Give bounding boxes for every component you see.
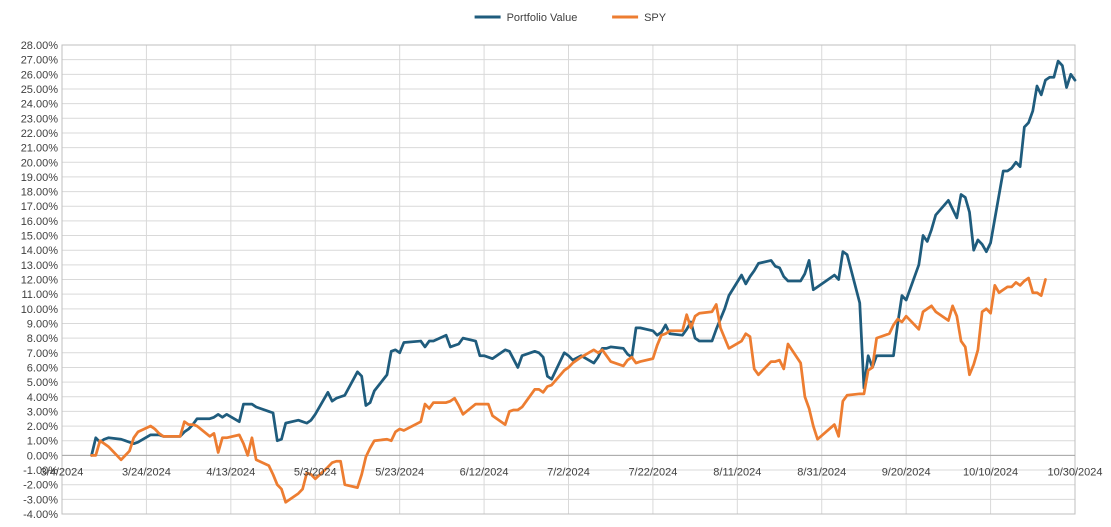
x-tick-label: 10/30/2024	[1047, 466, 1102, 478]
y-tick-label: 12.00%	[21, 275, 59, 287]
legend-item: SPY	[612, 12, 667, 24]
y-tick-label: 2.00%	[27, 421, 58, 433]
y-tick-label: 18.00%	[21, 187, 59, 199]
y-tick-label: 21.00%	[21, 143, 59, 155]
y-tick-label: 5.00%	[27, 377, 58, 389]
y-tick-label: -3.00%	[23, 494, 58, 506]
y-tick-label: 4.00%	[27, 392, 58, 404]
y-tick-label: -1.00%	[23, 465, 58, 477]
x-tick-label: 8/31/2024	[797, 466, 846, 478]
series-group	[90, 276, 1047, 504]
legend-label: SPY	[644, 12, 667, 24]
x-tick-label: 7/2/2024	[547, 466, 590, 478]
y-tick-label: 8.00%	[27, 333, 58, 345]
y-tick-label: 23.00%	[21, 113, 59, 125]
y-tick-label: 15.00%	[21, 231, 59, 243]
y-tick-label: 27.00%	[21, 55, 59, 67]
y-tick-label: 25.00%	[21, 84, 59, 96]
x-tick-label: 5/23/2024	[375, 466, 424, 478]
y-tick-label: 20.00%	[21, 157, 59, 169]
x-axis: 3/4/2024 3/24/2024 4/13/2024 5/3/2024 5/23/2…	[41, 466, 1103, 478]
x-tick-label: 4/13/2024	[206, 466, 255, 478]
y-tick-label: 11.00%	[22, 289, 59, 301]
y-tick-label: 9.00%	[27, 318, 58, 330]
legend-label: Portfolio Value	[507, 12, 578, 24]
series-group	[90, 59, 1077, 457]
x-tick-label: 7/22/2024	[628, 466, 677, 478]
y-tick-label: 16.00%	[21, 216, 59, 228]
legend: Portfolio Value SPY	[474, 12, 667, 24]
y-tick-label: 28.00%	[21, 40, 59, 52]
y-tick-label: 24.00%	[21, 99, 59, 111]
series-line	[90, 59, 1077, 457]
y-tick-label: 0.00%	[27, 450, 58, 462]
gridlines	[61, 44, 1076, 515]
x-tick-label: 10/10/2024	[963, 466, 1018, 478]
y-tick-label: 6.00%	[27, 362, 58, 374]
y-tick-label: -4.00%	[23, 509, 58, 521]
legend-item: Portfolio Value	[474, 12, 578, 24]
x-tick-label: 6/12/2024	[460, 466, 509, 478]
x-tick-label: 3/4/2024	[41, 466, 84, 478]
x-tick-label: 8/11/2024	[713, 466, 761, 478]
y-tick-label: 26.00%	[21, 69, 59, 81]
plot-area	[61, 44, 1076, 515]
x-tick-label: 3/24/2024	[122, 466, 171, 478]
y-tick-label: 3.00%	[27, 406, 58, 418]
series-line	[90, 276, 1047, 504]
series-lines	[90, 59, 1077, 504]
y-axis: -4.00% -3.00% -2.00% -1.00% 0.00% 1.00% 2.00% 3…	[21, 40, 59, 521]
y-tick-label: 10.00%	[21, 304, 59, 316]
y-tick-label: 1.00%	[27, 436, 58, 448]
y-tick-label: 14.00%	[21, 245, 59, 257]
y-tick-label: 17.00%	[21, 201, 59, 213]
plot-border	[61, 44, 1076, 515]
y-tick-label: 19.00%	[21, 172, 59, 184]
x-tick-label: 9/20/2024	[882, 466, 931, 478]
y-tick-label: 13.00%	[21, 260, 59, 272]
y-tick-label: 22.00%	[21, 128, 59, 140]
y-tick-label: -2.00%	[23, 480, 58, 492]
x-tick-label: 5/3/2024	[294, 466, 337, 478]
y-tick-label: 7.00%	[27, 348, 58, 360]
